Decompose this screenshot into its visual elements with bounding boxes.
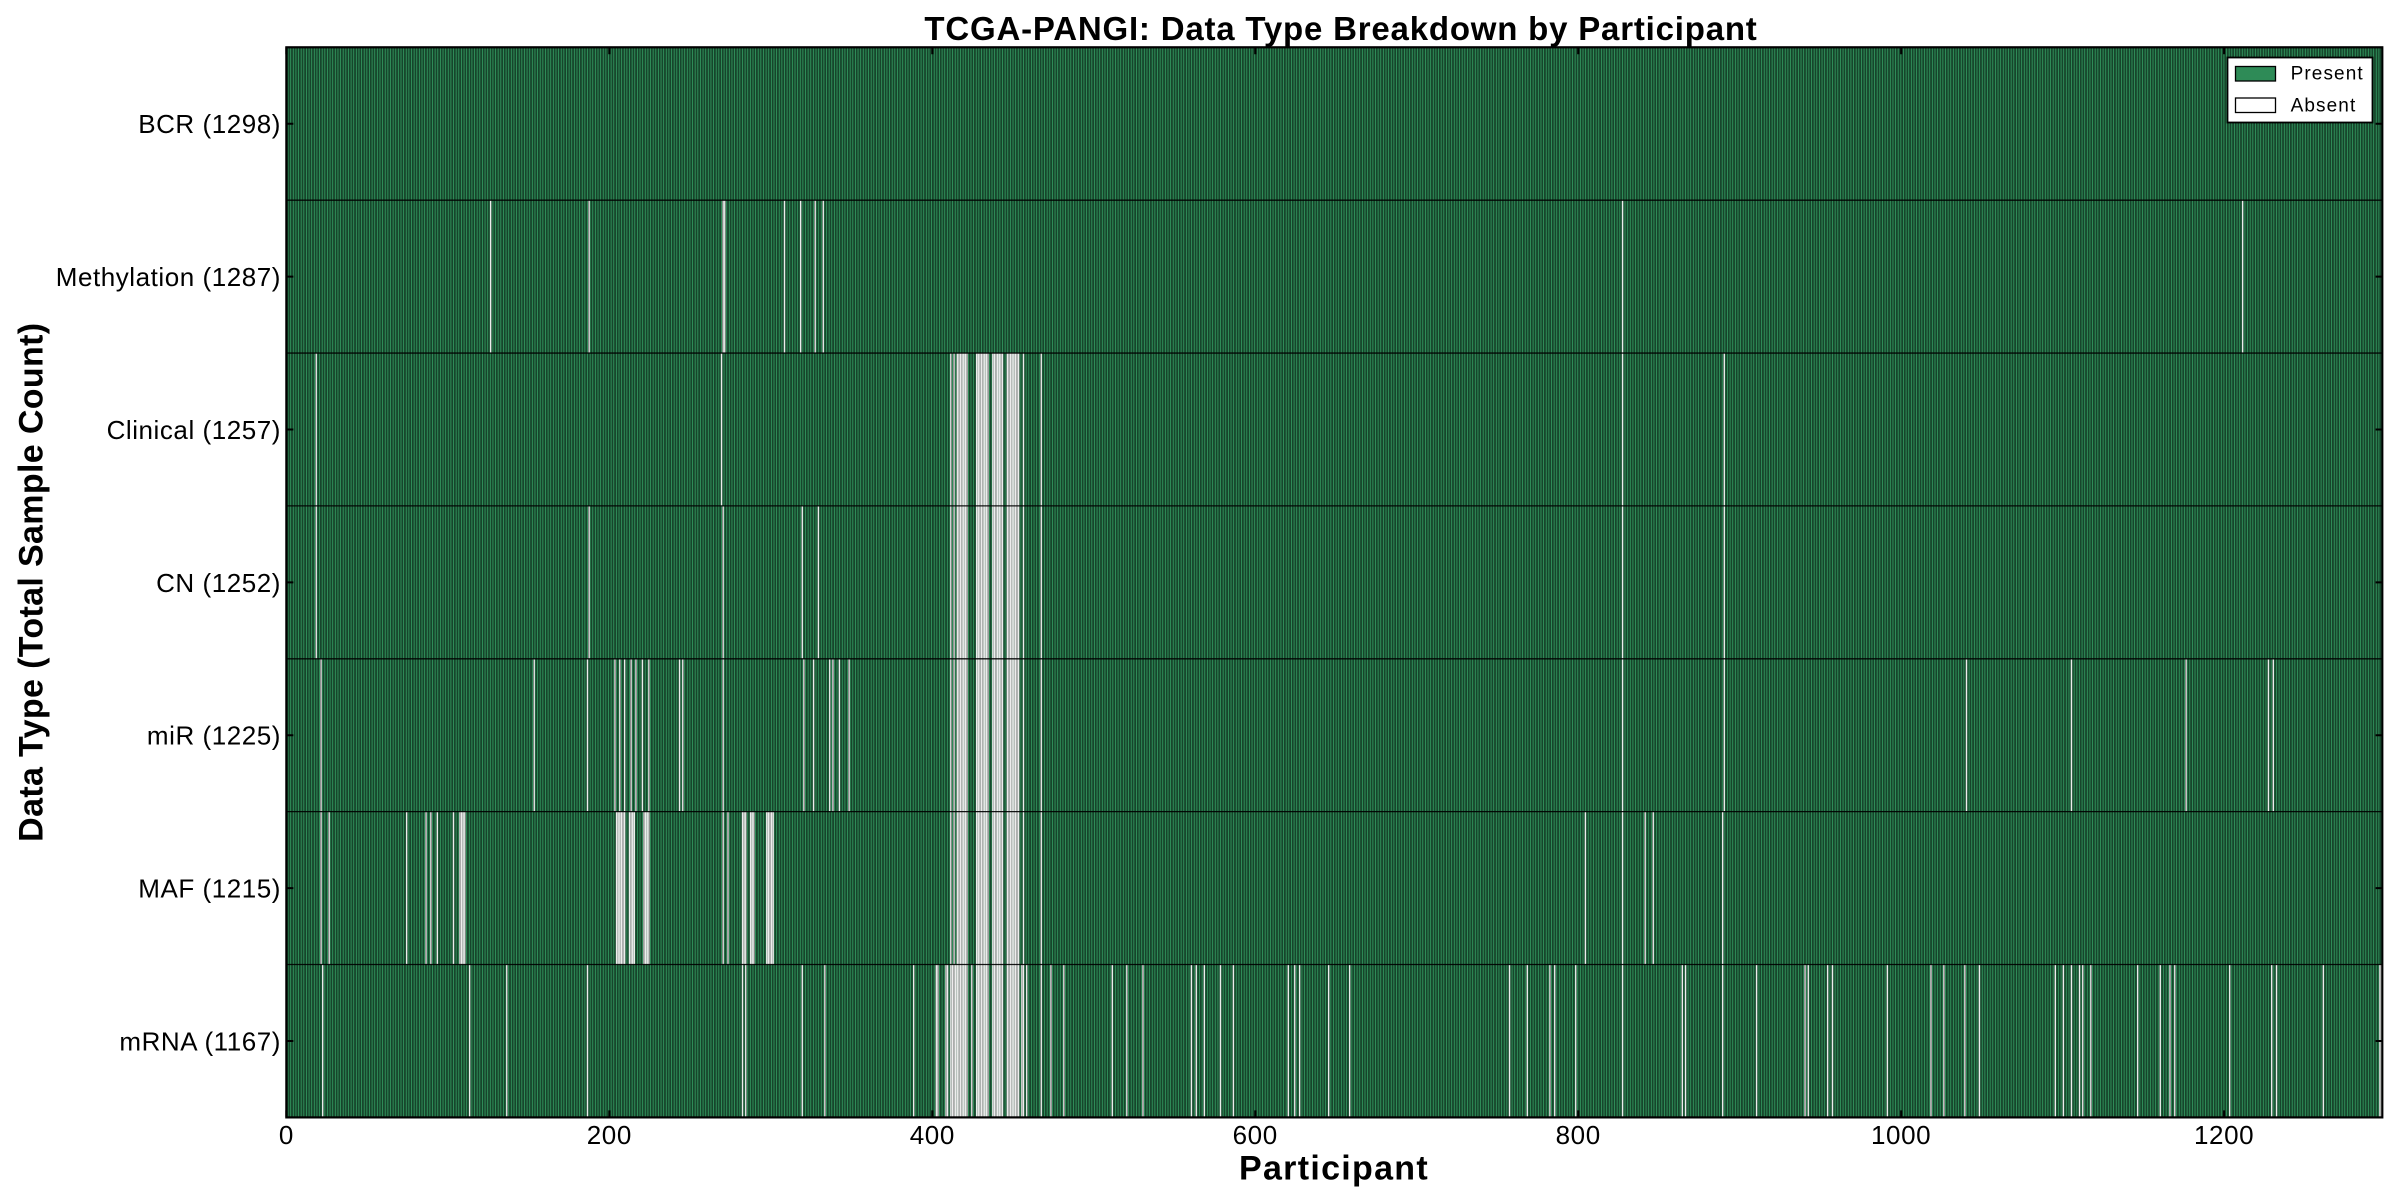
svg-text:CN (1252): CN (1252) <box>156 568 281 598</box>
svg-text:0: 0 <box>279 1120 294 1150</box>
svg-text:TCGA-PANGI: Data Type Breakdow: TCGA-PANGI: Data Type Breakdown by Parti… <box>924 10 1757 47</box>
svg-text:Methylation (1287): Methylation (1287) <box>56 262 281 292</box>
svg-text:mRNA (1167): mRNA (1167) <box>119 1026 281 1056</box>
svg-text:1000: 1000 <box>1871 1120 1931 1150</box>
svg-text:miR (1225): miR (1225) <box>147 721 281 751</box>
svg-text:600: 600 <box>1233 1120 1278 1150</box>
svg-text:BCR (1298): BCR (1298) <box>138 109 281 139</box>
svg-text:400: 400 <box>910 1120 955 1150</box>
svg-text:Data Type (Total Sample Count): Data Type (Total Sample Count) <box>13 323 51 842</box>
svg-text:1200: 1200 <box>2194 1120 2254 1150</box>
svg-text:Participant: Participant <box>1239 1149 1429 1187</box>
svg-text:MAF (1215): MAF (1215) <box>138 874 281 904</box>
svg-text:Present: Present <box>2291 64 2364 85</box>
svg-text:200: 200 <box>587 1120 632 1150</box>
svg-text:Clinical (1257): Clinical (1257) <box>107 415 281 445</box>
svg-text:Absent: Absent <box>2291 95 2357 116</box>
svg-text:800: 800 <box>1556 1120 1601 1150</box>
